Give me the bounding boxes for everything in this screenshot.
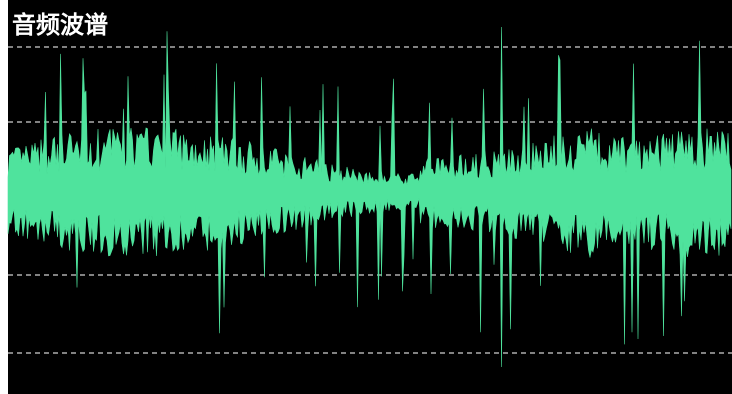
title: 音频波谱 [12,11,108,39]
waveform [7,26,732,368]
